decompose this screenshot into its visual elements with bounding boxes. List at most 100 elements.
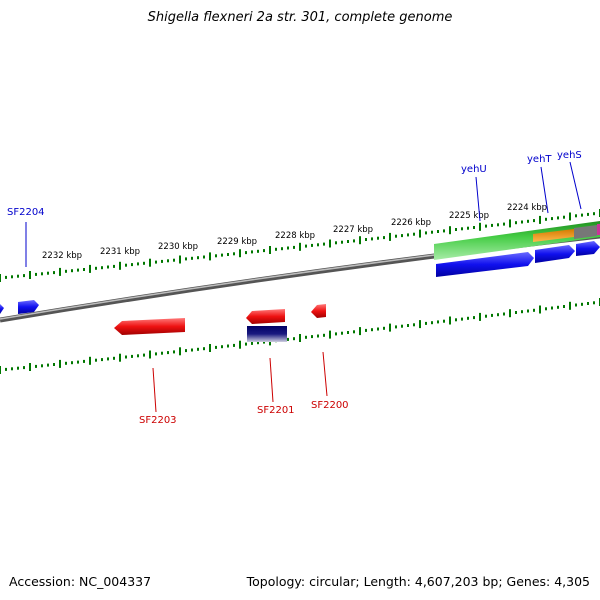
minor-tick xyxy=(95,266,97,270)
minor-tick xyxy=(581,213,583,217)
minor-tick xyxy=(545,307,547,311)
minor-tick xyxy=(221,345,223,349)
minor-tick xyxy=(587,212,589,216)
tick-label: 2232 kbp xyxy=(42,251,82,261)
major-tick xyxy=(239,249,241,258)
minor-tick xyxy=(143,353,145,357)
minor-tick xyxy=(521,310,523,314)
tick-label: 2231 kbp xyxy=(100,247,140,257)
minor-tick xyxy=(413,232,415,236)
gene-label-forward[interactable]: yehS xyxy=(557,150,582,161)
minor-tick xyxy=(5,367,7,371)
minor-tick xyxy=(353,239,355,243)
minor-tick xyxy=(533,219,535,223)
minor-tick xyxy=(485,314,487,318)
minor-tick xyxy=(401,324,403,328)
minor-tick xyxy=(383,236,385,240)
cds-navy-block[interactable] xyxy=(247,326,287,342)
minor-tick xyxy=(377,236,379,240)
major-tick xyxy=(209,252,211,261)
gene-band-green[interactable] xyxy=(434,221,600,260)
minor-tick xyxy=(245,251,247,255)
major-tick xyxy=(179,255,181,264)
minor-tick xyxy=(341,240,343,244)
minor-tick xyxy=(95,358,97,362)
major-tick xyxy=(509,219,511,228)
major-tick xyxy=(59,359,61,368)
gene-band-magenta[interactable] xyxy=(597,224,600,235)
major-tick xyxy=(419,229,421,238)
minor-tick xyxy=(215,345,217,349)
leader-line xyxy=(322,351,328,397)
minor-tick xyxy=(191,256,193,260)
gene-label-forward[interactable]: SF2204 xyxy=(7,207,45,218)
minor-tick xyxy=(113,264,115,268)
minor-tick xyxy=(341,331,343,335)
minor-tick xyxy=(125,263,127,267)
major-tick xyxy=(119,261,121,270)
minor-tick xyxy=(371,328,373,332)
minor-tick xyxy=(581,302,583,306)
tick-label: 2230 kbp xyxy=(158,242,198,252)
minor-tick xyxy=(65,361,67,365)
minor-tick xyxy=(407,324,409,327)
minor-tick xyxy=(251,250,253,254)
gene-band-gray[interactable] xyxy=(574,225,597,239)
gene-label-reverse[interactable]: SF2201 xyxy=(257,405,295,416)
minor-tick xyxy=(515,311,517,314)
minor-tick xyxy=(83,359,85,363)
major-tick xyxy=(59,267,61,276)
minor-tick xyxy=(305,244,307,248)
minor-tick xyxy=(257,341,259,345)
minor-tick xyxy=(167,259,169,263)
cds-forward-arrow[interactable] xyxy=(535,245,575,263)
minor-tick xyxy=(413,323,415,327)
minor-tick xyxy=(305,335,307,339)
gene-label-reverse[interactable]: SF2203 xyxy=(139,415,177,426)
minor-tick xyxy=(191,348,193,352)
cds-forward-arrow[interactable] xyxy=(576,241,600,256)
minor-tick xyxy=(335,332,337,336)
cds-reverse-arrow[interactable] xyxy=(246,309,285,324)
gene-label-reverse[interactable]: SF2200 xyxy=(311,400,349,411)
minor-tick xyxy=(221,253,223,257)
major-tick xyxy=(539,215,541,224)
minor-tick xyxy=(107,357,109,361)
minor-tick xyxy=(11,367,13,371)
minor-tick xyxy=(455,228,457,231)
minor-tick xyxy=(491,313,493,317)
minor-tick xyxy=(17,274,19,278)
minor-tick xyxy=(173,258,175,262)
minor-tick xyxy=(467,316,469,320)
gene-label-forward[interactable]: yehT xyxy=(527,154,552,165)
minor-tick xyxy=(35,364,37,368)
minor-tick xyxy=(215,254,217,258)
minor-tick xyxy=(275,247,277,251)
tick-label: 2227 kbp xyxy=(333,225,373,235)
minor-tick xyxy=(527,219,529,223)
minor-tick xyxy=(83,268,85,271)
tick-label: 2229 kbp xyxy=(217,237,257,247)
minor-tick xyxy=(587,302,589,305)
major-tick xyxy=(0,366,1,374)
cds-forward-arrow[interactable] xyxy=(18,300,39,314)
leader-line xyxy=(475,176,481,222)
minor-tick xyxy=(245,342,247,346)
cds-reverse-arrow[interactable] xyxy=(114,318,185,335)
major-tick xyxy=(0,274,1,282)
cds-reverse-arrow[interactable] xyxy=(311,304,326,318)
major-tick xyxy=(149,258,151,267)
minor-tick xyxy=(35,272,37,276)
gene-band-orange[interactable] xyxy=(533,229,574,242)
gene-label-forward[interactable]: yehU xyxy=(461,164,487,175)
minor-tick xyxy=(443,229,445,233)
minor-tick xyxy=(401,234,403,238)
minor-tick xyxy=(425,321,427,325)
minor-tick xyxy=(227,344,229,348)
cds-forward-arrow[interactable] xyxy=(0,304,4,314)
minor-tick xyxy=(185,257,187,261)
minor-tick xyxy=(101,358,103,362)
cds-forward-arrow[interactable] xyxy=(436,252,534,277)
major-tick xyxy=(449,316,451,325)
